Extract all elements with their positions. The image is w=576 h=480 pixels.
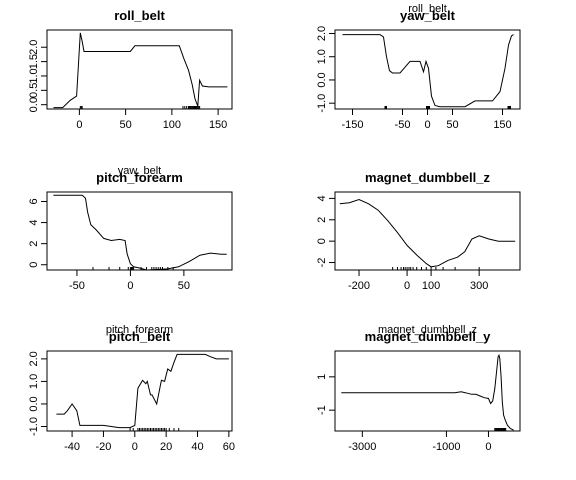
x-tick-label: 0	[485, 441, 491, 453]
plot-frame	[46, 191, 233, 271]
panel-title: magnet_dumbbell_z	[365, 170, 490, 185]
x-tick-label: 0	[404, 280, 410, 292]
series-line	[342, 34, 514, 108]
plot-frame	[334, 350, 521, 432]
y-tick-label: 4	[28, 220, 40, 226]
x-tick-label: -50	[395, 119, 411, 131]
y-tick-label: 2.0	[316, 26, 328, 41]
y-tick-label: 0	[316, 238, 328, 244]
x-tick-label: 20	[160, 441, 172, 453]
plot-frame	[334, 29, 521, 110]
y-tick-label: -2	[316, 258, 328, 268]
plot-frame	[46, 29, 233, 110]
y-tick-label: 2.0	[28, 40, 40, 55]
y-tick-label: -1.0	[28, 417, 40, 436]
plot-frame	[46, 350, 233, 432]
x-tick-label: 0	[76, 119, 82, 131]
x-tick-label: 100	[163, 119, 181, 131]
x-tick-label: 0	[132, 441, 138, 453]
x-tick-label: -150	[341, 119, 363, 131]
y-tick-label: 0.0	[28, 396, 40, 411]
panel-title: yaw_belt	[400, 8, 456, 23]
y-tick-label: 1	[316, 374, 328, 380]
x-tick-label: 150	[493, 119, 511, 131]
x-tick-label: -200	[348, 280, 370, 292]
y-tick-label: 1.0	[316, 49, 328, 64]
series-line	[341, 353, 514, 431]
panel-title: pitch_belt	[109, 329, 171, 344]
y-tick-label: 6	[28, 198, 40, 204]
series-line	[53, 32, 228, 109]
x-tick-label: 300	[470, 280, 488, 292]
x-tick-label: 0	[127, 280, 133, 292]
x-tick-label: 0	[424, 119, 430, 131]
x-tick-label: -1000	[432, 441, 460, 453]
x-axis-label: magnet_dumbbell_z	[378, 324, 477, 336]
x-axis-label: roll_belt	[408, 3, 447, 15]
series-line	[53, 194, 227, 271]
panel-title: roll_belt	[114, 8, 165, 23]
x-axis-label: yaw_belt	[118, 165, 161, 177]
panel-title: magnet_dumbbell_y	[365, 329, 491, 344]
x-tick-label: 60	[223, 441, 235, 453]
panel-magnet-dumbbell-z: magnet_dumbbell_z -200 0 100 300 -2 0 2 4	[316, 170, 521, 292]
x-tick-label: 50	[120, 119, 132, 131]
plot-frame	[334, 191, 521, 271]
y-tick-label: 1.5	[28, 54, 40, 69]
y-tick-label: 4	[316, 195, 328, 201]
x-tick-label: 100	[422, 280, 440, 292]
y-tick-label: 2.0	[28, 351, 40, 366]
x-tick-label: 150	[209, 119, 227, 131]
x-tick-label: 50	[178, 280, 190, 292]
x-tick-label: 40	[191, 441, 203, 453]
y-tick-label: -1	[316, 405, 328, 415]
y-tick-label: 1.0	[28, 374, 40, 389]
x-tick-label: -3000	[348, 441, 376, 453]
series-line	[339, 198, 516, 268]
y-tick-label: 0.0	[316, 72, 328, 87]
x-tick-label: -50	[69, 280, 85, 292]
y-tick-label: 1.0	[28, 68, 40, 83]
series-line	[56, 353, 229, 429]
x-tick-label: -20	[95, 441, 111, 453]
y-tick-label: 2	[28, 241, 40, 247]
x-tick-label: -40	[64, 441, 80, 453]
y-tick-label: 0	[28, 262, 40, 268]
panel-title: pitch_forearm	[96, 170, 183, 185]
y-tick-label: -1.0	[316, 94, 328, 113]
y-tick-label: 2	[316, 217, 328, 223]
panel-roll-belt: roll_belt 0 50 100 150 0.00.51.01.52.0	[28, 8, 233, 131]
x-axis-label: pitch_forearm	[106, 324, 173, 336]
y-tick-label: 0.5	[28, 83, 40, 98]
y-tick-label: 0.0	[28, 97, 40, 112]
x-tick-label: 50	[446, 119, 458, 131]
